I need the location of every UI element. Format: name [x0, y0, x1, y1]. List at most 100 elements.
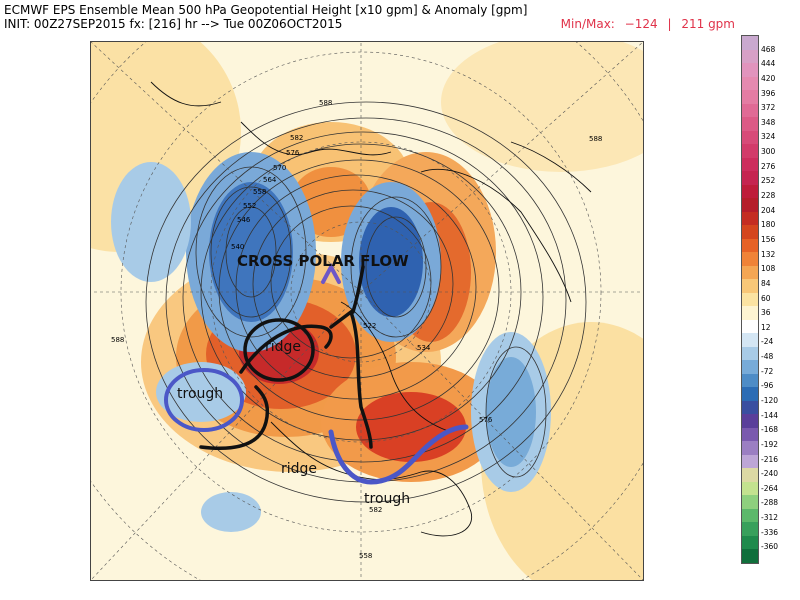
colorbar-swatch	[742, 36, 758, 50]
colorbar-tick-label: 36	[761, 308, 771, 318]
colorbar-tick-label: 444	[761, 59, 776, 69]
colorbar-tick-label: 180	[761, 220, 776, 230]
contour-label: 582	[290, 134, 303, 142]
colorbar-swatch	[742, 238, 758, 253]
trough-anomaly-west	[111, 162, 191, 282]
colorbar-tick-label: 300	[761, 147, 776, 157]
colorbar-tick-label: -288	[761, 498, 779, 508]
colorbar-tick-label: 348	[761, 117, 776, 127]
colorbar-tick-label: 228	[761, 191, 776, 201]
colorbar-swatch	[742, 171, 758, 186]
contour-label: 534	[417, 344, 431, 352]
colorbar-swatch	[742, 441, 758, 456]
flow-arrow	[351, 265, 365, 314]
colorbar-swatch	[742, 76, 758, 91]
flow-arrow	[329, 309, 373, 449]
colorbar-tick-label: -168	[761, 425, 779, 435]
colorbar-tick-label: 276	[761, 161, 776, 171]
colorbar-swatch	[742, 387, 758, 402]
ridge-anomaly-east	[356, 392, 466, 462]
trough-anomaly-east	[486, 357, 536, 467]
cross-polar-flow-label: CROSS POLAR FLOW	[237, 252, 409, 270]
colorbar-swatch	[742, 522, 758, 537]
colorbar-swatch	[742, 414, 758, 429]
contour-label: 576	[286, 149, 300, 157]
page-title: ECMWF EPS Ensemble Mean 500 hPa Geopoten…	[4, 3, 528, 17]
min-value: −124	[624, 17, 658, 31]
ridge-label-bottom: ridge	[281, 461, 317, 477]
contour-label: 564	[263, 176, 277, 184]
trough-circle-left	[164, 368, 244, 432]
cross-polar-arrow	[321, 262, 341, 284]
colorbar-swatch	[742, 535, 758, 550]
colorbar-swatch	[742, 495, 758, 510]
colorbar-tick-label: 84	[761, 278, 771, 288]
init-time-text: INIT: 00Z27SEP2015 fx: [216] hr --> Tue …	[4, 17, 343, 31]
colorbar-swatch	[742, 468, 758, 483]
colorbar-tick-label: 420	[761, 73, 776, 83]
colorbar-swatch	[742, 360, 758, 375]
annotation-strokes	[164, 262, 469, 485]
colorbar-tick-label: -120	[761, 395, 779, 405]
colorbar-swatch	[742, 549, 758, 564]
flow-arrow	[239, 324, 333, 374]
contour-label: 588	[111, 336, 124, 344]
trough-anomaly-west	[201, 492, 261, 532]
max-value: 211 gpm	[681, 17, 735, 31]
contour-label: 558	[253, 188, 266, 196]
trough-curve-bottom	[328, 424, 469, 485]
colorbar-tick-label: -360	[761, 542, 779, 552]
colorbar-swatch	[742, 306, 758, 321]
colorbar-swatch	[742, 265, 758, 280]
colorbar-swatch	[742, 481, 758, 496]
colorbar-swatch	[742, 333, 758, 348]
contour-label: 522	[363, 322, 376, 330]
colorbar-tick-label: 60	[761, 293, 771, 303]
colorbar-swatch	[742, 225, 758, 240]
min-max-label: Min/Max:	[560, 17, 615, 31]
contour-label: 588	[589, 135, 602, 143]
colorbar-swatch	[742, 373, 758, 388]
colorbar-swatch	[742, 49, 758, 64]
polar-map-svg: 588 582 576 570 564 558 552 546 540 522 …	[91, 42, 643, 580]
map-panel: 588 582 576 570 564 558 552 546 540 522 …	[90, 41, 644, 581]
colorbar-tick-label: -264	[761, 483, 779, 493]
colorbar-tick-label: 12	[761, 322, 771, 332]
contour-label: 540	[231, 243, 244, 251]
contour-label: 588	[319, 99, 332, 107]
trough-label-left: trough	[177, 386, 223, 402]
colorbar-swatch	[742, 211, 758, 226]
colorbar-swatch	[742, 427, 758, 442]
min-max-separator: |	[667, 17, 672, 31]
colorbar-swatch	[742, 103, 758, 118]
ridge-label-top: ridge	[265, 339, 301, 355]
contour-labels: 588 582 576 570 564 558 552 546 540 522 …	[111, 99, 602, 560]
contour-label: 546	[237, 216, 251, 224]
min-max-readout: Min/Max: −124 | 211 gpm	[555, 17, 735, 31]
colorbar-tick-label: 372	[761, 103, 776, 113]
trough-label-bottom: trough	[364, 491, 410, 507]
anomaly-warm-area	[441, 42, 643, 172]
colorbar-tick-label: -216	[761, 454, 779, 464]
anomaly-colorbar	[741, 35, 759, 564]
colorbar-swatch	[742, 184, 758, 199]
colorbar-tick-label: -96	[761, 381, 774, 391]
colorbar-swatch	[742, 319, 758, 334]
colorbar-tick-label: 156	[761, 234, 776, 244]
colorbar-tick-label: 204	[761, 205, 776, 215]
contour-label: 576	[479, 416, 493, 424]
colorbar-tick-label: 132	[761, 249, 776, 259]
colorbar-tick-label: -240	[761, 469, 779, 479]
colorbar-swatch	[742, 144, 758, 159]
colorbar-swatch	[742, 117, 758, 132]
colorbar-swatch	[742, 63, 758, 78]
colorbar-swatch	[742, 198, 758, 213]
colorbar-swatch	[742, 508, 758, 523]
colorbar-swatch	[742, 400, 758, 415]
colorbar-swatch	[742, 130, 758, 145]
colorbar-tick-label: -48	[761, 352, 774, 362]
contour-label: 558	[359, 552, 372, 560]
colorbar-tick-label: 468	[761, 44, 776, 54]
colorbar-tick-label: -24	[761, 337, 774, 347]
colorbar-tick-label: -312	[761, 513, 779, 523]
